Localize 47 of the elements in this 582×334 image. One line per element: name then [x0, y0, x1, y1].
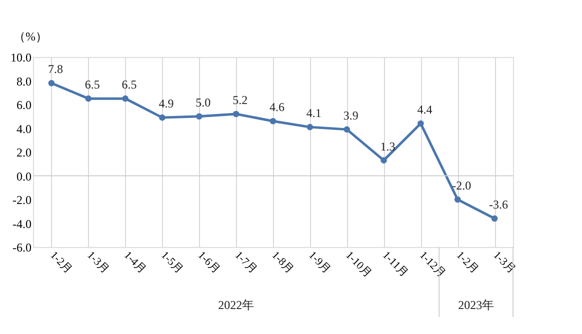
- y-tick-label: 8.0: [16, 74, 32, 88]
- x-tick-label: 1-7月: [232, 249, 259, 276]
- point: [122, 95, 128, 102]
- y-tick-label: 4.0: [16, 122, 32, 136]
- x-tick-label: 1-2月: [48, 249, 74, 276]
- text: 6.5: [122, 78, 137, 92]
- text: 2022年: [218, 298, 254, 312]
- x-tick-label: 1-6月: [195, 249, 222, 276]
- text: 3.9: [343, 108, 358, 122]
- point: [159, 114, 166, 121]
- x-tick-label: 1-2月: [454, 249, 481, 276]
- x-tick-label: 1-8月: [269, 249, 296, 276]
- text: 6.5: [84, 78, 100, 92]
- point: [232, 110, 240, 118]
- point: [454, 196, 461, 203]
- text: 4.4: [417, 102, 432, 116]
- text: 5.2: [232, 93, 248, 107]
- text: 4.1: [306, 106, 322, 120]
- x-tick-label: 1-5月: [158, 249, 186, 276]
- text: 4.9: [158, 96, 174, 111]
- text: 5.0: [196, 95, 211, 110]
- text: 4.6: [270, 100, 284, 114]
- point: [306, 124, 314, 130]
- point: [491, 215, 498, 222]
- point: [380, 157, 387, 164]
- point: [196, 113, 202, 120]
- point: [418, 120, 424, 127]
- point: [85, 95, 92, 102]
- y-tick-label: 0.0: [16, 169, 32, 184]
- x-tick-label: 1-3月: [84, 249, 112, 276]
- y-tick-label: -2.0: [12, 193, 32, 207]
- y-axis-title: （%）: [14, 30, 48, 44]
- point: [270, 118, 276, 124]
- point: [344, 126, 350, 133]
- y-tick-label: 6.0: [16, 98, 32, 112]
- point: [48, 80, 55, 86]
- text: -2.0: [452, 178, 472, 192]
- y-tick-label: -6.0: [12, 240, 32, 254]
- text: 1.3: [380, 139, 396, 154]
- text: 7.8: [48, 62, 63, 76]
- y-tick-label: 2.0: [16, 146, 32, 160]
- text: 2023年: [458, 298, 494, 312]
- y-tick-label: -4.0: [12, 216, 32, 231]
- text: -3.6: [489, 198, 508, 212]
- x-tick-label: 1-4月: [122, 249, 148, 276]
- x-tick-label: 1-9月: [306, 249, 333, 276]
- y-tick-label: 10.0: [10, 50, 32, 64]
